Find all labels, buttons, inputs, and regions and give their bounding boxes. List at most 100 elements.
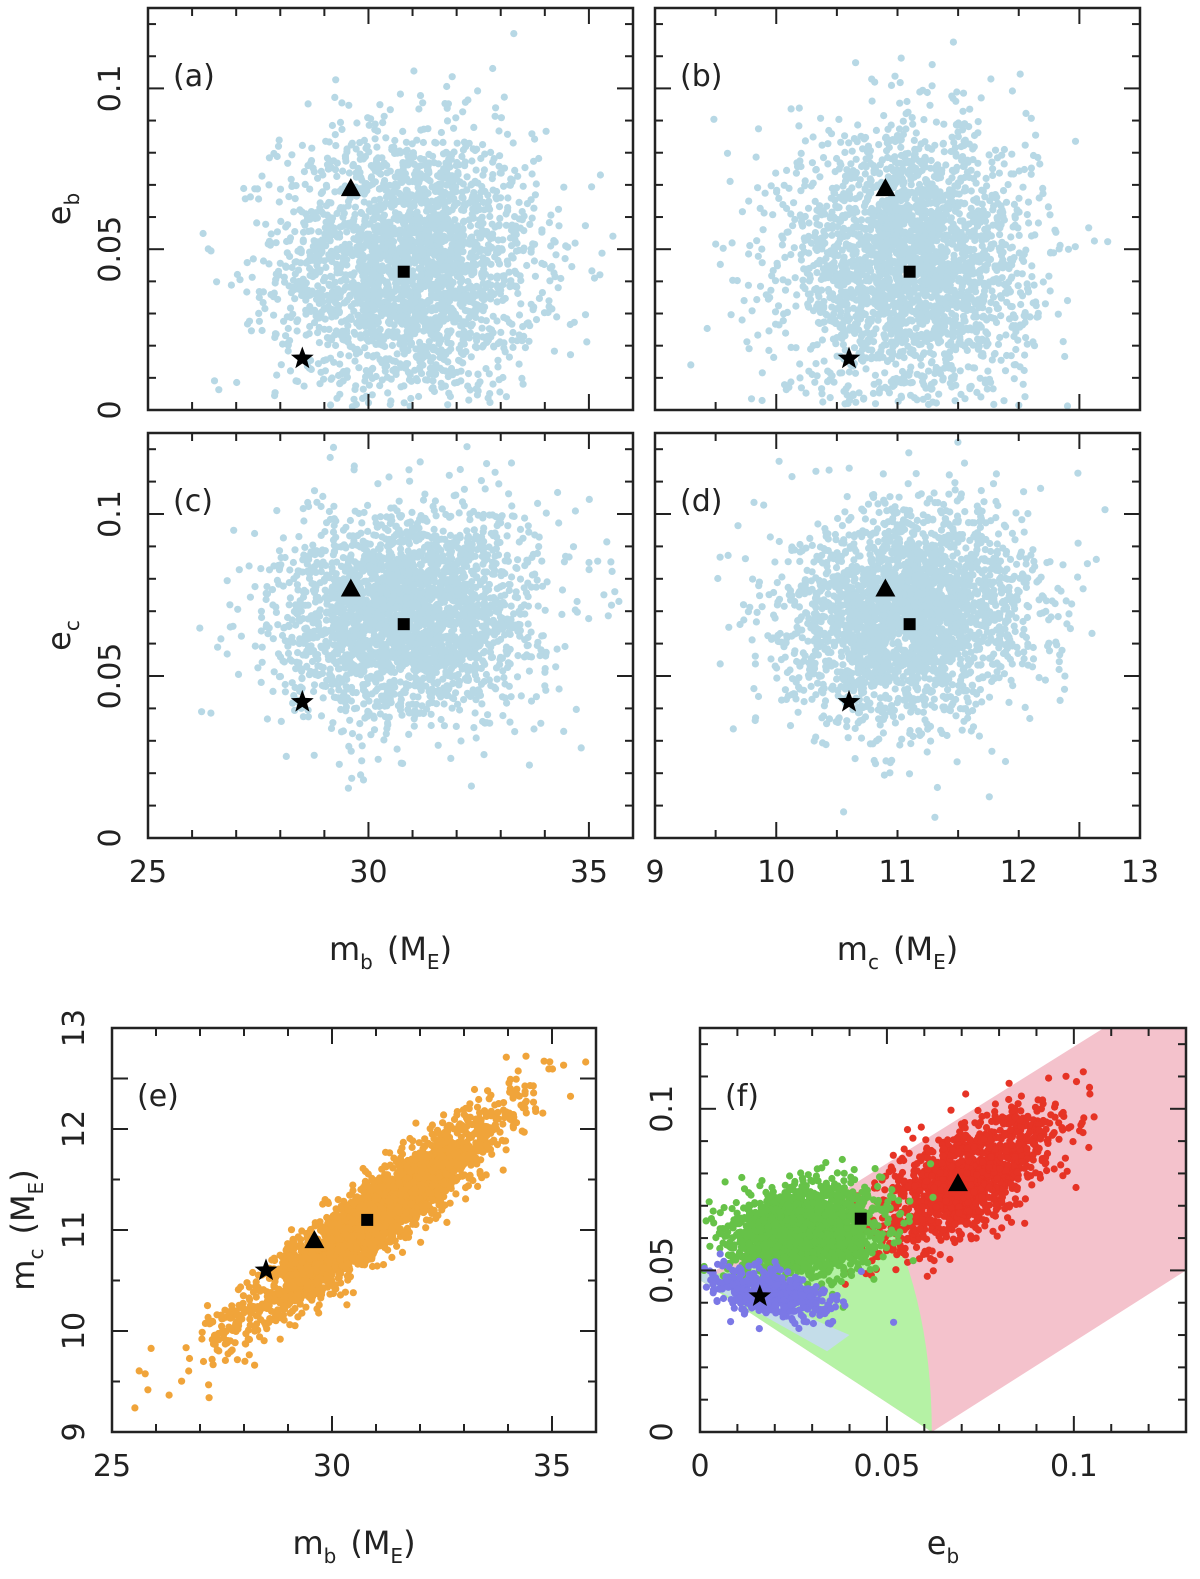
data-point xyxy=(837,161,845,169)
data-point xyxy=(280,317,288,325)
data-point xyxy=(376,101,384,109)
data-point xyxy=(249,255,257,263)
data-point xyxy=(875,141,883,149)
data-point xyxy=(716,260,724,268)
data-point xyxy=(502,393,510,401)
data-point xyxy=(784,278,792,286)
data-point xyxy=(476,205,484,214)
data-point xyxy=(506,283,514,291)
data-point xyxy=(487,273,495,281)
data-point xyxy=(804,236,812,244)
data-point xyxy=(468,157,476,165)
data-point xyxy=(444,100,452,108)
data-point xyxy=(473,282,481,290)
data-point xyxy=(538,228,546,236)
data-point xyxy=(758,369,766,377)
data-point xyxy=(795,122,803,130)
data-point xyxy=(861,297,869,306)
data-point xyxy=(414,253,422,261)
data-point xyxy=(337,262,345,270)
data-point xyxy=(330,358,338,366)
data-point xyxy=(387,247,396,255)
data-point xyxy=(291,195,299,203)
data-point xyxy=(818,238,826,246)
data-point xyxy=(296,206,304,214)
data-point xyxy=(255,309,263,317)
data-point xyxy=(906,379,915,387)
data-point xyxy=(345,240,353,248)
data-point xyxy=(778,241,787,249)
data-point xyxy=(970,143,978,151)
data-point xyxy=(989,221,997,229)
data-point xyxy=(913,188,921,197)
data-point xyxy=(351,330,359,338)
data-point xyxy=(371,126,379,134)
data-point xyxy=(796,360,804,368)
data-point xyxy=(1022,109,1030,117)
data-point xyxy=(457,322,465,330)
data-point xyxy=(317,189,325,198)
data-point xyxy=(452,226,460,234)
data-point xyxy=(520,332,528,340)
data-point xyxy=(413,325,421,333)
data-point xyxy=(415,392,423,401)
data-point xyxy=(869,213,877,221)
data-point xyxy=(313,268,321,276)
data-point xyxy=(447,249,455,257)
data-point xyxy=(287,175,295,183)
data-point xyxy=(1022,334,1030,342)
data-point xyxy=(1044,203,1052,211)
data-point xyxy=(321,315,329,323)
data-point xyxy=(376,382,384,390)
data-point xyxy=(978,242,986,250)
data-point xyxy=(318,208,326,216)
data-point xyxy=(1019,380,1027,388)
data-point xyxy=(855,389,863,397)
data-point xyxy=(927,156,935,165)
data-point xyxy=(799,276,807,284)
data-point xyxy=(779,317,787,325)
data-point xyxy=(465,396,473,404)
data-point xyxy=(1014,224,1022,232)
data-point xyxy=(881,134,890,142)
data-point xyxy=(283,237,291,246)
data-point xyxy=(452,175,461,183)
data-point xyxy=(484,203,492,211)
data-point xyxy=(872,242,880,250)
data-point xyxy=(386,317,394,325)
data-point xyxy=(819,398,827,406)
data-point xyxy=(474,221,482,229)
data-point xyxy=(807,182,815,190)
data-point xyxy=(1032,131,1040,139)
data-point xyxy=(872,126,881,134)
data-point xyxy=(292,258,300,266)
data-point xyxy=(995,244,1003,252)
data-point xyxy=(407,394,415,403)
data-point xyxy=(332,142,340,150)
data-point xyxy=(774,302,783,310)
data-point xyxy=(271,392,279,400)
data-point xyxy=(1000,397,1008,405)
data-point xyxy=(338,243,346,251)
y-tick-label: 0.1 xyxy=(93,65,128,113)
data-point xyxy=(880,112,888,120)
data-point xyxy=(491,223,499,231)
data-point xyxy=(1085,224,1093,232)
data-point xyxy=(413,136,421,144)
data-point xyxy=(504,194,512,202)
data-point xyxy=(416,192,424,200)
data-point xyxy=(726,177,734,185)
data-point xyxy=(526,322,534,330)
data-point xyxy=(827,194,835,202)
data-point xyxy=(1064,245,1073,253)
data-point xyxy=(950,255,958,263)
data-point xyxy=(363,186,371,194)
data-point xyxy=(596,171,605,179)
data-point xyxy=(728,239,736,247)
data-point xyxy=(275,136,283,144)
data-point xyxy=(400,281,408,290)
data-point xyxy=(293,327,301,335)
data-point xyxy=(433,324,441,333)
data-point xyxy=(787,251,795,259)
data-point xyxy=(1012,345,1020,354)
